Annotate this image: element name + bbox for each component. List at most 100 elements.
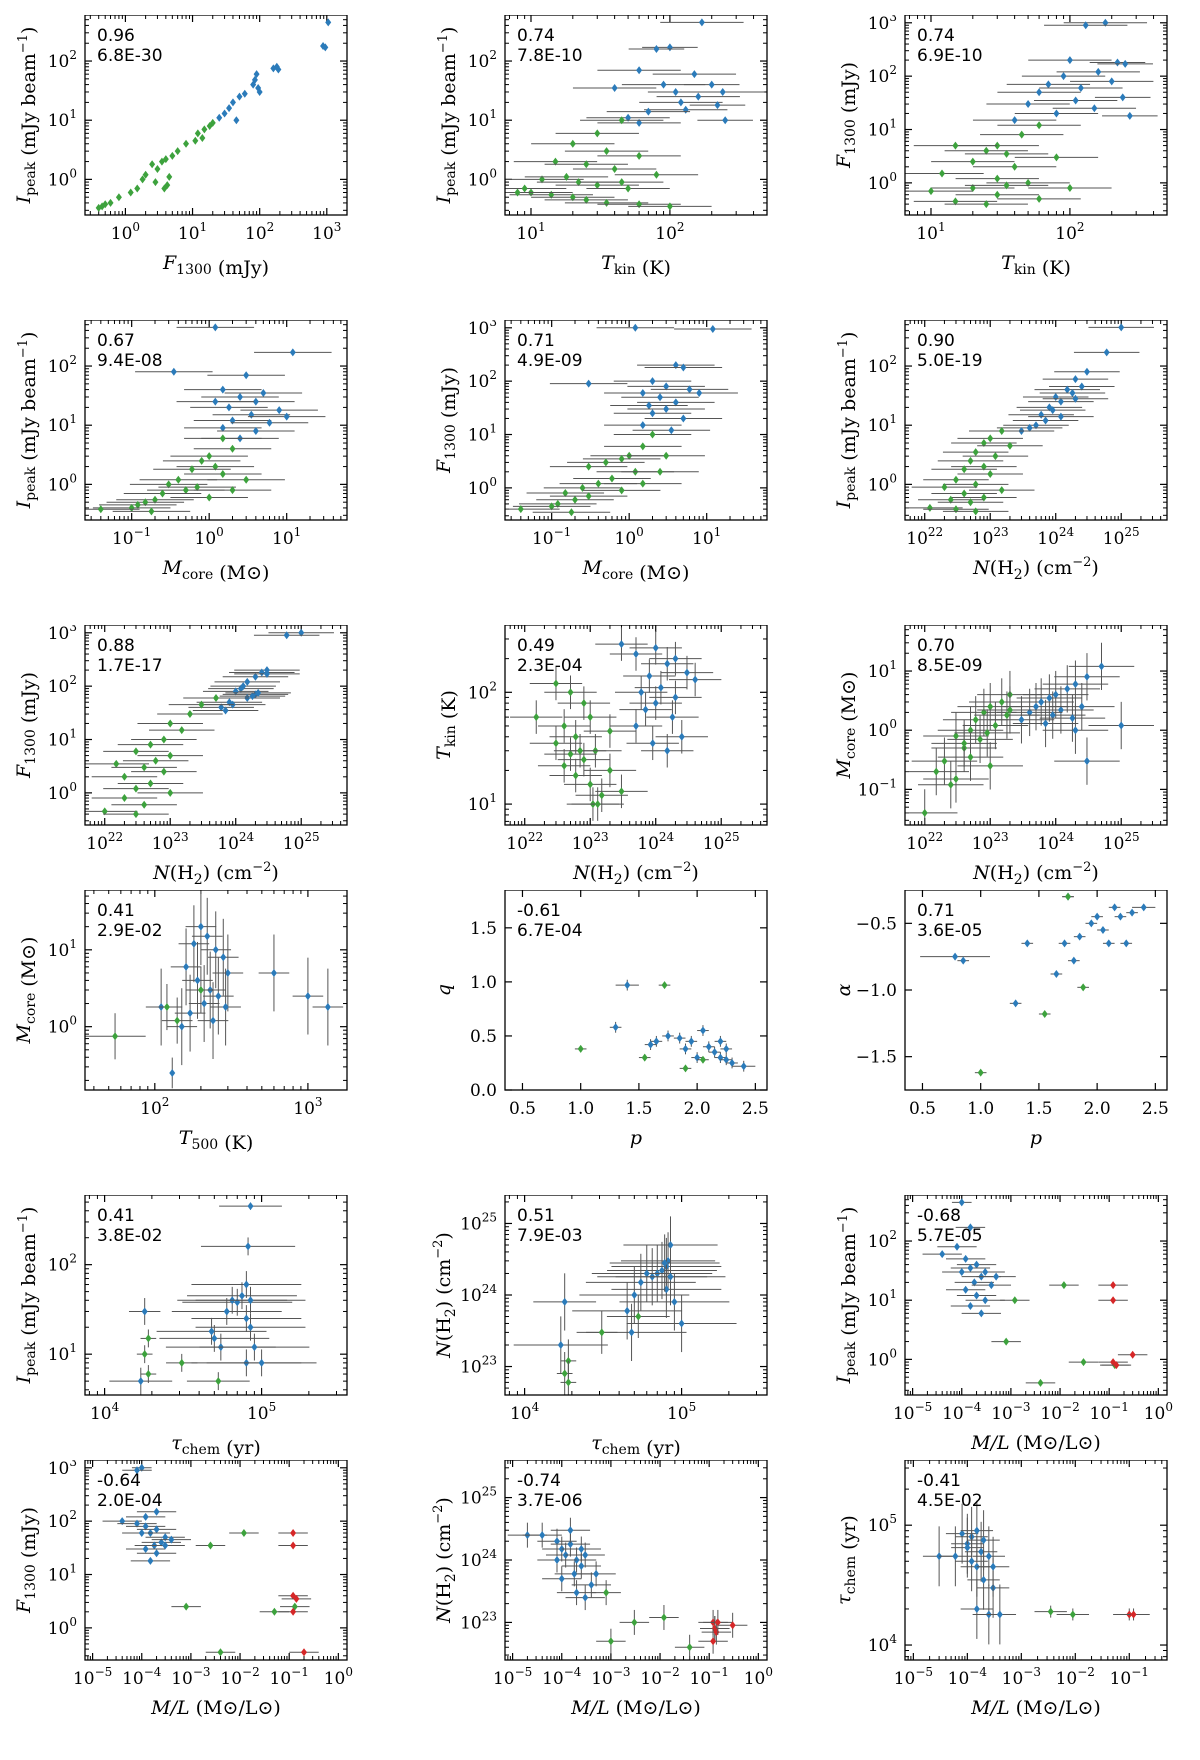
chart-panel-2: 101 1021001011020.747.8E-10Tkin (K)Ipeak … bbox=[425, 15, 845, 315]
p-value: 7.9E-03 bbox=[517, 1226, 583, 1246]
data-point-blue bbox=[636, 66, 642, 74]
y-tick-label: 1023 bbox=[460, 1354, 497, 1378]
data-point-blue bbox=[1062, 939, 1068, 947]
data-point-blue bbox=[974, 1605, 980, 1613]
data-point-blue bbox=[633, 650, 639, 658]
y-axis-label: F1300 (mJy) bbox=[13, 1507, 40, 1614]
data-point-blue bbox=[959, 1268, 965, 1276]
data-point-green bbox=[243, 476, 249, 484]
data-point-blue bbox=[677, 1034, 683, 1042]
data-point-blue bbox=[629, 1328, 635, 1336]
y-tick-label: −0.5 bbox=[856, 914, 897, 934]
x-axis-label: Tkin (K) bbox=[1001, 252, 1071, 279]
data-point-green bbox=[594, 129, 600, 137]
x-tick-label: 10−4 bbox=[122, 1665, 162, 1689]
data-point-blue bbox=[1071, 957, 1077, 965]
p-value: 2.3E-04 bbox=[517, 656, 583, 676]
data-point-blue bbox=[963, 1255, 969, 1263]
data-point-green bbox=[215, 1377, 221, 1385]
data-point-blue bbox=[215, 992, 221, 1000]
data-point-blue bbox=[554, 1556, 560, 1564]
data-point-green bbox=[1081, 1358, 1087, 1366]
x-tick-label: 10−4 bbox=[948, 1665, 988, 1689]
x-tick-label: 10−2 bbox=[640, 1665, 679, 1689]
data-point-green bbox=[179, 726, 185, 734]
data-point-blue bbox=[244, 678, 250, 686]
data-point-green bbox=[612, 165, 618, 173]
x-tick-label: 1.0 bbox=[967, 1099, 994, 1119]
data-point-green bbox=[953, 476, 959, 484]
y-tick-label: 103 bbox=[868, 15, 897, 34]
x-tick-label: 1023 bbox=[972, 525, 1009, 549]
data-point-green bbox=[599, 791, 605, 799]
y-tick-label: 100 bbox=[868, 170, 897, 194]
data-point-blue bbox=[582, 1594, 588, 1602]
y-tick-label: 102 bbox=[868, 63, 897, 87]
data-point-green bbox=[570, 140, 576, 148]
data-point-blue bbox=[709, 81, 715, 89]
chart-panel-8: 1022 1023 1024 10251011020.492.3E-04N(H2) (… bbox=[425, 625, 845, 925]
y-axis-label: Mcore (M⊙) bbox=[13, 937, 40, 1045]
data-point-blue bbox=[664, 660, 670, 668]
y-axis-label: Ipeak (mJy beam−1) bbox=[13, 1207, 40, 1385]
data-point-blue bbox=[191, 940, 197, 948]
data-point-green bbox=[169, 152, 175, 160]
data-point-blue bbox=[1069, 389, 1075, 397]
figure-grid: 100 101 102 103 100 101 102 0.96 6.8E-30 F1300 (m… bbox=[0, 0, 1200, 1713]
data-point-blue bbox=[1095, 68, 1101, 76]
data-point-green bbox=[1012, 1296, 1018, 1304]
y-tick-label: 10−1 bbox=[858, 776, 897, 800]
y-tick-label: 101 bbox=[868, 117, 897, 141]
x-axis-label: Tkin (K) bbox=[601, 252, 671, 279]
x-tick-label: 10−5 bbox=[73, 1665, 112, 1689]
data-point-green bbox=[198, 986, 204, 994]
data-point-green bbox=[927, 504, 933, 512]
data-point-red bbox=[290, 1541, 296, 1549]
data-point-blue bbox=[248, 1296, 254, 1304]
data-point-blue bbox=[672, 693, 678, 701]
x-tick-label: 100 bbox=[615, 525, 644, 549]
data-point-green bbox=[578, 1045, 584, 1053]
correlation-coefficient: 0.90 bbox=[917, 331, 955, 351]
p-value: 2.9E-02 bbox=[97, 921, 163, 941]
x-tick-label: 10−4 bbox=[942, 1400, 982, 1424]
data-point-green bbox=[933, 768, 939, 776]
y-tick-label: 102 bbox=[468, 48, 497, 72]
y-tick-label: 1025 bbox=[460, 1485, 497, 1509]
data-point-blue bbox=[1013, 999, 1019, 1007]
data-point-blue bbox=[650, 409, 656, 417]
data-point-green bbox=[662, 981, 668, 989]
x-tick-label: 102 bbox=[1055, 220, 1084, 244]
data-point-blue bbox=[1084, 368, 1090, 376]
data-point-blue bbox=[664, 747, 670, 755]
data-point-blue bbox=[699, 18, 705, 26]
data-point-blue bbox=[1073, 96, 1079, 104]
data-point-blue bbox=[668, 426, 674, 434]
data-point-blue bbox=[624, 981, 630, 989]
data-point-blue bbox=[276, 406, 282, 414]
data-point-blue bbox=[969, 1557, 975, 1565]
x-tick-label: 103 bbox=[293, 1095, 322, 1119]
data-point-blue bbox=[982, 1268, 988, 1276]
data-point-green bbox=[650, 431, 656, 439]
data-point-blue bbox=[242, 90, 248, 98]
x-tick-label: 1024 bbox=[1037, 525, 1074, 549]
data-point-green bbox=[939, 169, 945, 177]
data-point-green bbox=[1019, 131, 1025, 139]
x-tick-label: 10−2 bbox=[1056, 1665, 1095, 1689]
data-point-blue bbox=[990, 1563, 996, 1571]
data-point-green bbox=[581, 699, 587, 707]
y-tick-label: 101 bbox=[468, 791, 497, 815]
data-point-blue bbox=[284, 413, 290, 421]
data-point-green bbox=[220, 470, 226, 478]
x-tick-label: 10−1 bbox=[690, 1665, 729, 1689]
data-point-blue bbox=[194, 976, 200, 984]
data-point-blue bbox=[578, 1562, 584, 1570]
y-tick-label: 102 bbox=[468, 368, 497, 392]
data-point-blue bbox=[939, 1250, 945, 1258]
data-point-blue bbox=[952, 1552, 958, 1560]
y-tick-label: 103 bbox=[48, 625, 77, 644]
data-point-blue bbox=[671, 1298, 677, 1306]
x-tick-label: 1022 bbox=[506, 830, 543, 854]
data-point-blue bbox=[618, 640, 624, 648]
